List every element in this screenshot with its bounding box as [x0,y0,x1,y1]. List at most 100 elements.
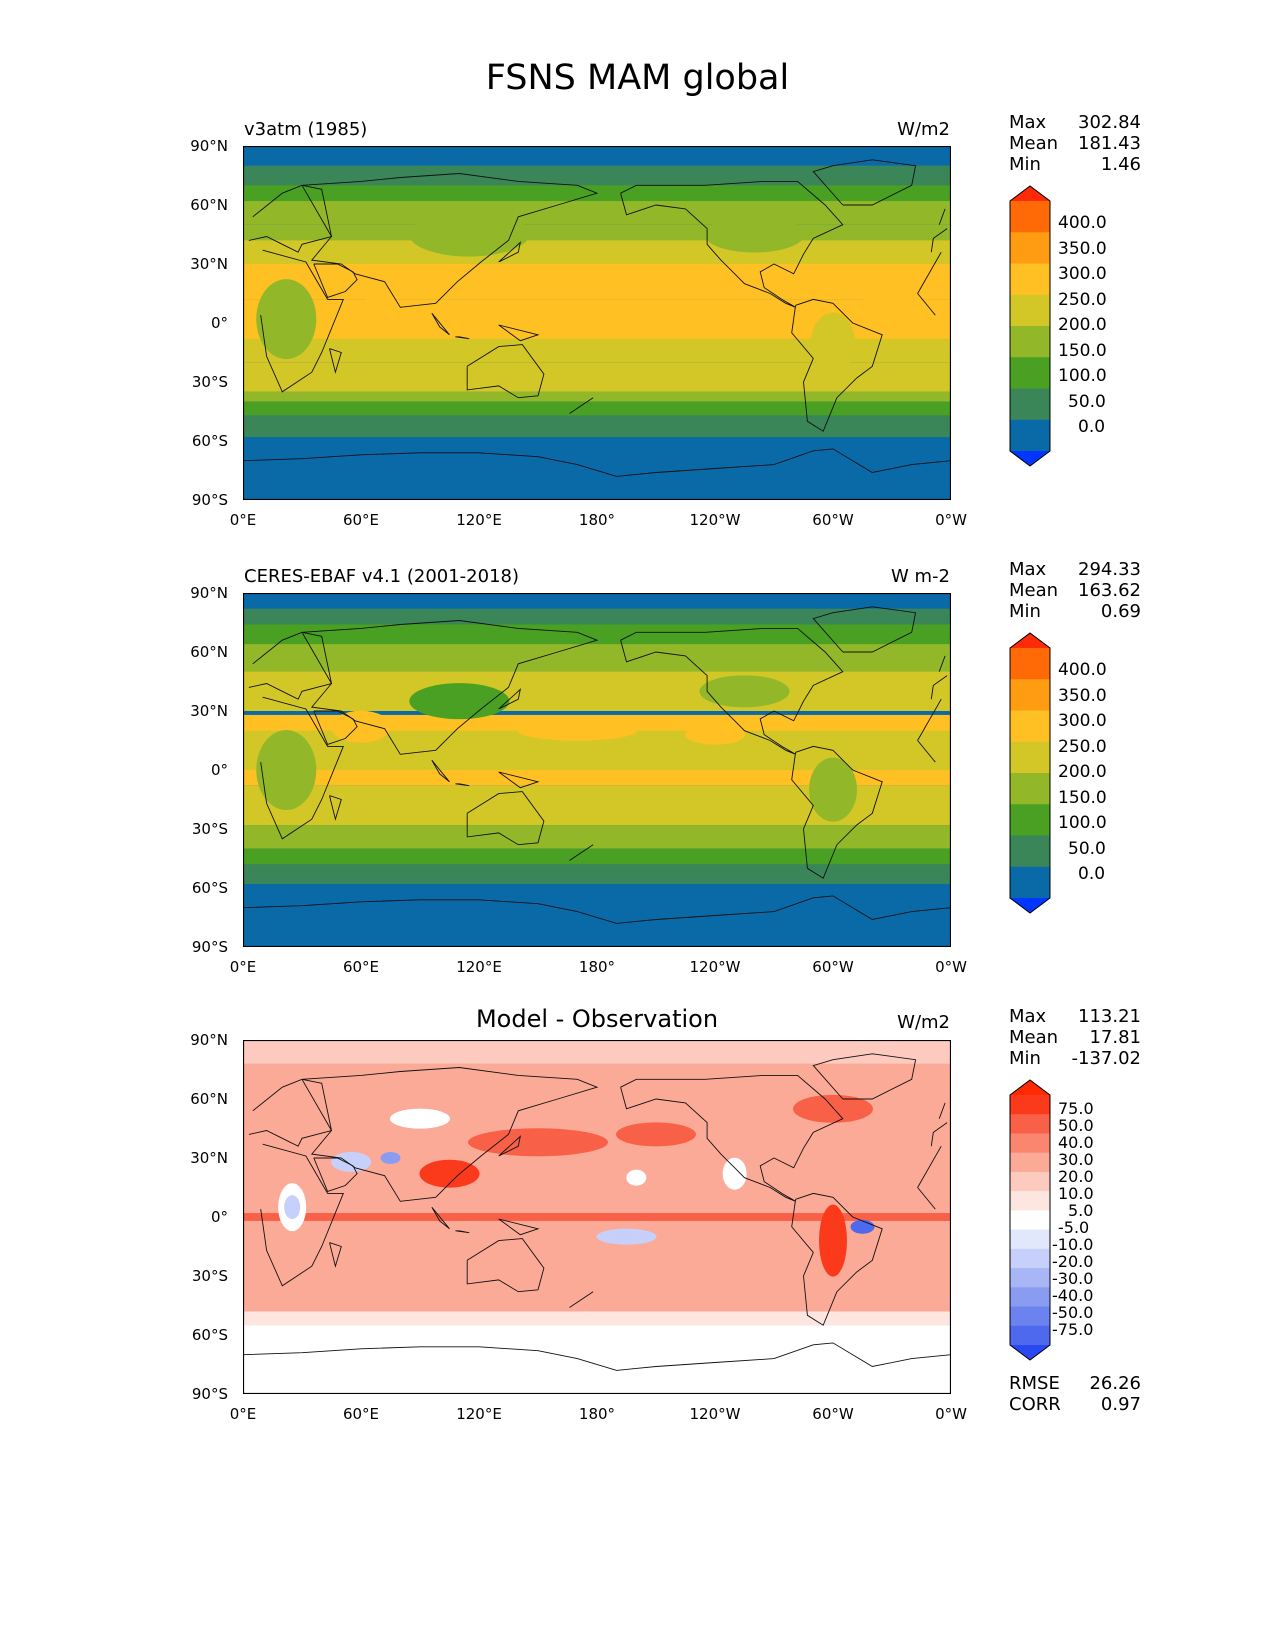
coastline [620,180,844,308]
coastline [313,263,358,298]
colorbar-tick-label: 400.0 [1058,213,1107,233]
colorbar-tick-label: 30.0 [1058,1150,1094,1169]
coastline [812,1053,917,1100]
field-patch [284,1195,301,1220]
colorbar-segment [1010,1152,1050,1173]
colorbar-segment [1010,357,1050,389]
coastline [455,783,470,787]
field-band [243,1325,951,1394]
coastline [812,159,917,206]
field-patch [862,287,922,328]
coastline [260,1143,344,1287]
colorbar-tick-label: 150.0 [1058,788,1107,808]
field-band [243,848,951,865]
coastline [301,173,599,308]
panel-2-title: CERES-EBAF v4.1 (2001-2018) [244,566,520,587]
colorbar-segment [1010,1171,1050,1192]
colorbar-segment [1010,326,1050,358]
field-band [243,1213,951,1221]
field-band [243,1040,951,1064]
lon-tick-label: 120°E [456,511,502,529]
coastline [329,348,342,374]
colorbar-tick-label: -50.0 [1052,1303,1094,1322]
coastline [498,1218,540,1236]
coastline [917,1145,942,1188]
colorbar-outline [1009,632,1051,914]
colorbar-tick-label: -30.0 [1052,1269,1094,1288]
colorbar-tick-label: 5.0 [1068,1201,1094,1220]
colorbar-tick-label: 250.0 [1058,737,1107,757]
lon-tick-label: 120°W [689,958,741,976]
colorbar-tick-label: 300.0 [1058,264,1107,284]
lon-tick-label: 60°E [342,511,380,529]
colorbar-segment [1010,1268,1050,1288]
field-band [243,401,951,416]
lon-tick-label: 0°E [229,958,257,976]
colorbar-segment [1010,866,1050,899]
field-patch [419,1159,480,1188]
stat-min: Min 1.46 [1009,154,1141,175]
stat-rmse: RMSE 26.26 [1009,1373,1141,1394]
panel-1-map [243,146,951,500]
coastline [301,1067,599,1202]
colorbar-segment [1010,1306,1050,1327]
colorbar-segment [1010,232,1050,264]
coastline [917,698,942,741]
stat-mean: Mean 181.43 [1009,133,1141,154]
lat-tick-label: 0° [210,1208,228,1226]
field-patch [722,1157,747,1190]
lat-tick-label: 30°N [190,255,228,273]
field-patch [380,1152,401,1164]
lon-tick-label: 60°W [812,1405,854,1423]
colorbar-tick-label: 50.0 [1058,1116,1094,1135]
lon-tick-label: 0°W [935,1405,967,1423]
colorbar-tick-label: 100.0 [1058,366,1107,386]
coastline [329,795,342,821]
coastline [498,241,522,263]
lon-tick-label: 180° [578,511,616,529]
colorbar-tick-label: 350.0 [1058,686,1107,706]
lat-tick-label: 90°N [190,584,228,602]
figure-title: FSNS MAM global [485,58,790,98]
colorbar-outline [1009,1079,1051,1361]
coastline [455,1230,470,1234]
field-band [243,671,951,711]
lon-tick-label: 60°E [342,958,380,976]
colorbar-tick-label: -40.0 [1052,1286,1094,1305]
colorbar-tick-label: 20.0 [1058,1167,1094,1186]
lat-tick-label: 60°S [191,1326,228,1344]
panel-1-colorbar [1009,185,1051,467]
coastline [930,675,948,700]
colorbar-segment [1010,201,1050,233]
coastline [498,688,522,710]
panel-3-title: Model - Observation [475,1005,719,1033]
colorbar-extend-bottom [1010,898,1050,913]
coastline [620,627,844,755]
colorbar-tick-label: -20.0 [1052,1252,1094,1271]
coastline [917,293,936,316]
coastline [498,771,540,789]
coastline [455,336,470,340]
lon-tick-label: 0°W [935,958,967,976]
colorbar-tick-label: 10.0 [1058,1184,1094,1203]
colorbar-tick-label: 200.0 [1058,315,1107,335]
coastline [431,1206,450,1230]
stat-max: Max 113.21 [1009,1006,1141,1027]
panel-2-units: W m-2 [890,566,950,587]
colorbar-tick-label: 0.0 [1078,864,1106,884]
coastline [569,1291,594,1308]
colorbar-segment [1010,710,1050,743]
field-band [243,391,951,402]
lon-tick-label: 180° [578,958,616,976]
field-patch [819,1204,847,1277]
field-band [243,864,951,885]
field-band [243,165,951,190]
lat-tick-label: 30°S [191,1267,228,1285]
coastline [938,655,946,672]
field-band [243,644,951,676]
field-band [243,624,951,649]
colorbar-tick-label: 350.0 [1058,239,1107,259]
field-patch [616,1122,696,1147]
map-frame [243,593,951,947]
panel-1-units: W/m2 [897,119,950,140]
